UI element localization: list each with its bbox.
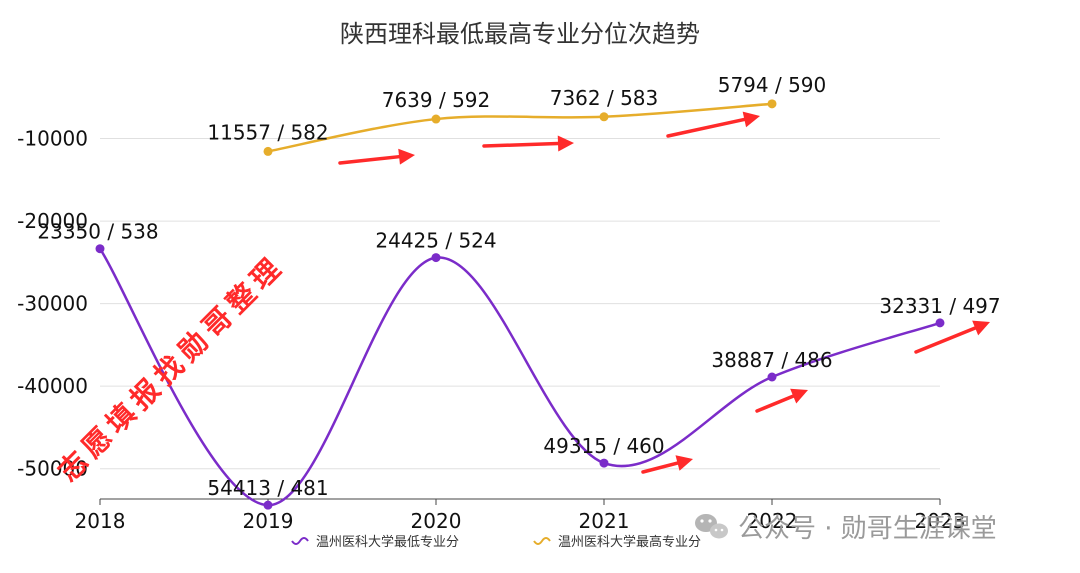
data-point [935,318,945,328]
data-label: 7639 / 592 [382,88,491,112]
x-axis: 2018 2019 2020 2021 2022 2023 [75,498,966,533]
legend-swatch [533,537,551,545]
branding: 公众号 · 勋哥生涯课堂 [695,514,997,544]
data-label: 32331 / 497 [879,294,1000,318]
x-tick-label: 2021 [579,509,630,533]
y-tick-label: -10000 [17,127,88,151]
y-tick-label: -20000 [17,209,88,233]
series-line-max [267,102,773,153]
legend-item: 温州医科大学最低专业分 [291,534,459,550]
data-label: 49315 / 460 [543,434,664,458]
data-point [599,458,609,468]
x-tick-label: 2023 [915,509,966,533]
data-labels: 23350 / 538 54413 / 481 24425 / 524 49315 /… [37,73,1000,500]
watermark: 志愿填报找勋哥整理 [51,248,291,488]
data-label: 38887 / 486 [711,348,832,372]
y-tick-label: -40000 [17,374,88,398]
data-point [431,253,441,263]
series-line-min [98,248,941,507]
x-tick-label: 2019 [243,509,294,533]
data-point [767,372,777,382]
data-point [95,244,105,254]
trend-arrow [482,135,574,152]
x-tick-label: 2018 [75,509,126,533]
x-tick-label: 2020 [411,509,462,533]
legend: 温州医科大学最低专业分 温州医科大学最高专业分 [291,534,701,550]
data-label: 5794 / 590 [718,73,827,97]
trend-arrow [914,320,990,354]
wechat-icon [695,514,728,539]
data-point [767,99,777,109]
x-tick-label: 2022 [747,509,798,533]
data-point [431,114,441,124]
data-point [599,112,609,122]
trend-arrow [338,148,415,165]
y-tick-label: -50000 [17,457,88,481]
legend-item: 温州医科大学最高专业分 [533,534,701,550]
legend-label: 温州医科大学最低专业分 [316,534,459,550]
data-label: 54413 / 481 [207,476,328,500]
data-point [263,146,273,156]
y-tick-label: -30000 [17,292,88,316]
legend-swatch [291,537,309,545]
legend-label: 温州医科大学最高专业分 [558,534,701,550]
data-point [263,500,273,510]
branding-text: 公众号 · 勋哥生涯课堂 [738,514,997,544]
data-label: 23350 / 538 [37,220,158,244]
chart-title: 陕西理科最低最高专业分位次趋势 [340,20,700,48]
data-label: 7362 / 583 [550,86,659,110]
data-label: 24425 / 524 [375,229,496,253]
trend-arrows [338,111,990,474]
y-axis-ticks: -10000 -20000 -30000 -40000 -50000 [17,127,88,481]
trend-arrow [666,111,760,138]
trend-arrow [755,388,808,413]
data-label: 11557 / 582 [207,120,328,144]
watermark-text: 志愿填报找勋哥整理 [51,248,291,488]
gridlines [100,138,940,470]
trend-arrow [641,455,693,474]
series-points [95,99,945,510]
